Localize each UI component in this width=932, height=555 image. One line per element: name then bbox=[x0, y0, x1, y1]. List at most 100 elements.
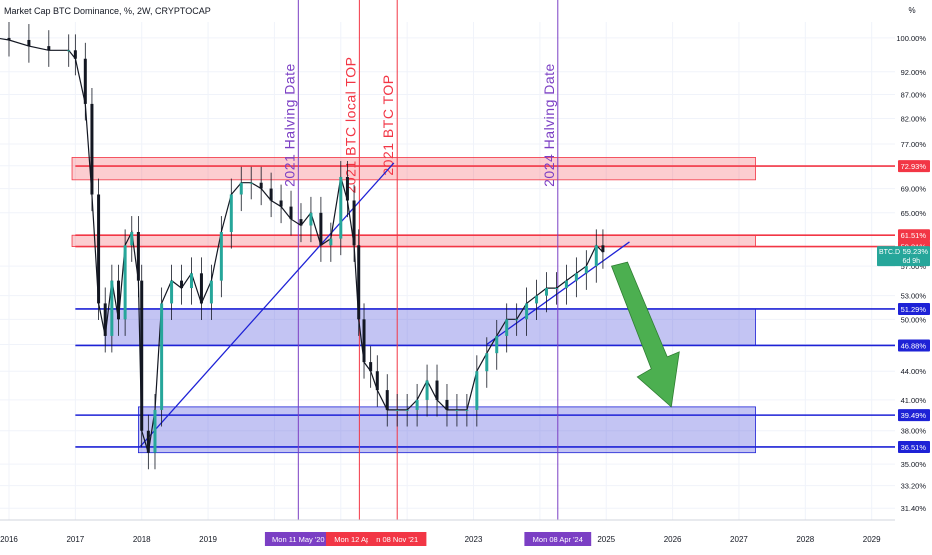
unit-label[interactable]: % bbox=[908, 6, 916, 15]
candle-body bbox=[375, 371, 379, 391]
candle-body bbox=[362, 319, 366, 363]
chart-title: Market Cap BTC Dominance, %, 2W, CRYPTOC… bbox=[4, 6, 211, 16]
candle-body bbox=[73, 50, 77, 59]
candle-body bbox=[279, 200, 283, 207]
event-date-label: n 08 Nov '21 bbox=[376, 535, 418, 544]
candle-body bbox=[445, 399, 449, 410]
candle-body bbox=[146, 430, 150, 453]
x-tick-label: 2025 bbox=[597, 535, 615, 544]
candle-body bbox=[329, 238, 333, 246]
level-badge bbox=[898, 339, 930, 352]
y-tick-label: 92.00% bbox=[901, 68, 927, 77]
candle-body bbox=[189, 273, 193, 289]
candle-body bbox=[170, 280, 174, 304]
y-tick-label: 38.00% bbox=[901, 427, 927, 436]
y-tick-label: 53.00% bbox=[901, 292, 927, 301]
candle-body bbox=[564, 280, 568, 289]
y-tick-label: 87.00% bbox=[901, 90, 927, 99]
current-countdown-label: 6d 9h bbox=[902, 258, 920, 265]
event-date-label: Mon 11 May '20 bbox=[272, 535, 325, 544]
y-tick-label: 50.00% bbox=[901, 315, 927, 324]
candle-body bbox=[415, 399, 419, 410]
candle-body bbox=[180, 280, 184, 289]
candle-body bbox=[405, 409, 409, 411]
candle-body bbox=[455, 409, 459, 411]
trendline bbox=[486, 241, 630, 345]
candle-body bbox=[584, 266, 588, 274]
zone-rect bbox=[71, 234, 756, 247]
level-badge-label: 36.51% bbox=[901, 443, 927, 452]
candle-body bbox=[339, 176, 343, 239]
candle-body bbox=[249, 182, 253, 184]
candle-body bbox=[495, 335, 499, 354]
y-tick-label: 77.00% bbox=[901, 140, 927, 149]
level-badge-label: 39.49% bbox=[901, 411, 927, 420]
candle-body bbox=[425, 380, 429, 400]
candle-body bbox=[229, 194, 233, 232]
x-tick-label: 2029 bbox=[863, 535, 881, 544]
candle-body bbox=[319, 212, 323, 246]
green-arrow bbox=[610, 261, 680, 408]
y-tick-label: 35.00% bbox=[901, 460, 927, 469]
x-tick-label: 2016 bbox=[0, 535, 18, 544]
event-label: 2024 Halving Date bbox=[541, 63, 557, 187]
event-date-badge bbox=[264, 532, 332, 546]
candle-body bbox=[140, 280, 144, 431]
current-value-badge bbox=[877, 246, 930, 267]
candle-body bbox=[515, 319, 519, 321]
candle-body bbox=[269, 188, 273, 201]
x-tick-label: 2017 bbox=[66, 535, 84, 544]
level-badge-label: 51.29% bbox=[901, 305, 927, 314]
y-axis-background bbox=[895, 22, 932, 520]
level-badge bbox=[898, 229, 930, 242]
level-badge-label: 72.93% bbox=[901, 162, 927, 171]
candle-body bbox=[525, 303, 529, 320]
zone-rect bbox=[71, 157, 756, 181]
candle-body bbox=[385, 390, 389, 410]
candle-body bbox=[289, 206, 293, 220]
candle-body bbox=[465, 409, 469, 411]
candle-body bbox=[130, 231, 134, 246]
y-tick-label: 41.00% bbox=[901, 396, 927, 405]
candle-body bbox=[27, 39, 31, 47]
candle-body bbox=[239, 182, 243, 195]
candle-body bbox=[116, 280, 120, 320]
event-date-label: Mon 12 Apr '21 bbox=[334, 535, 384, 544]
candle-body bbox=[309, 212, 313, 226]
candle-body bbox=[435, 380, 439, 400]
candle-body bbox=[505, 319, 509, 336]
candle-body bbox=[83, 58, 87, 104]
candle-body bbox=[110, 280, 114, 336]
candle-body bbox=[123, 245, 127, 320]
x-tick-label: 2018 bbox=[133, 535, 151, 544]
candle-body bbox=[369, 362, 373, 372]
candle-body bbox=[299, 219, 303, 226]
candle-body bbox=[475, 371, 479, 410]
event-date-badge bbox=[368, 532, 427, 546]
candle-body bbox=[601, 245, 605, 253]
candle-body bbox=[594, 245, 598, 267]
level-badge bbox=[898, 409, 930, 422]
y-tick-label: 44.00% bbox=[901, 367, 927, 376]
event-label: 2021 Halving Date bbox=[281, 63, 297, 187]
y-tick-label: 100.00% bbox=[896, 34, 926, 43]
candle-body bbox=[395, 409, 399, 411]
trendline bbox=[139, 162, 395, 448]
candle-body bbox=[352, 200, 356, 246]
event-label: 2021 BTC local TOP bbox=[342, 57, 358, 194]
candle-body bbox=[259, 182, 263, 189]
candle-body bbox=[485, 353, 489, 372]
candle-body bbox=[199, 273, 203, 304]
candle-body bbox=[67, 50, 71, 52]
candle-body bbox=[103, 303, 107, 336]
candle-body bbox=[357, 245, 361, 320]
candle-body bbox=[545, 288, 549, 296]
candle-body bbox=[90, 103, 94, 195]
candle-body bbox=[535, 295, 539, 304]
event-date-label: Mon 08 Apr '24 bbox=[533, 535, 583, 544]
event-date-badge bbox=[524, 532, 592, 546]
candle-body bbox=[97, 194, 101, 304]
candle-body bbox=[345, 176, 349, 201]
x-tick-label: 2026 bbox=[664, 535, 682, 544]
